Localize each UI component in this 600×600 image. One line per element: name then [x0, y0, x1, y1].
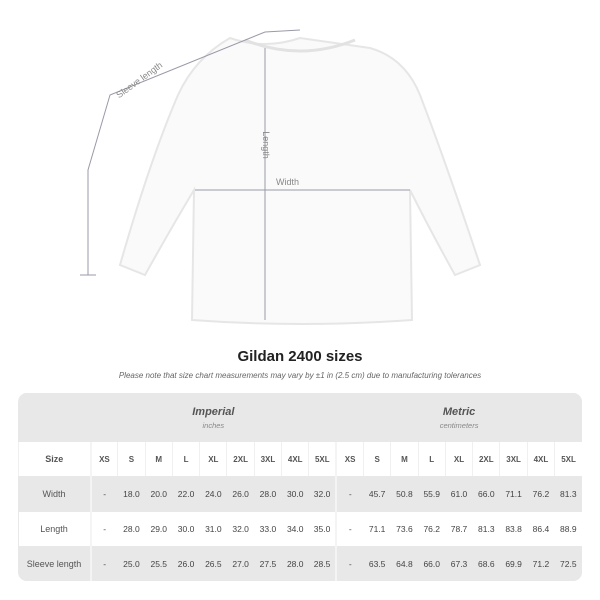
size-metric-4xl: 4XL: [526, 442, 555, 476]
table-cell: 67.3: [445, 546, 473, 581]
table-row-sleeve-length: Sleeve length -25.0 25.5 26.0 26.5 27.0 27.5 28…: [18, 546, 582, 581]
table-cell: 18.0: [117, 476, 146, 512]
table-cell: 20.0: [145, 476, 173, 512]
table-cell: 26.5: [199, 546, 227, 581]
table-cell: -: [90, 546, 118, 581]
table-cell: 28.5: [308, 546, 338, 581]
size-metric-2xl: 2XL: [472, 442, 500, 476]
size-imperial-5xl: 5XL: [308, 442, 338, 476]
table-cell: 86.4: [527, 512, 555, 546]
size-imperial-4xl: 4XL: [281, 442, 309, 476]
table-row-width: Width -18.0 20.0 22.0 24.0 26.0 28.0 30.0 32.0-4…: [18, 476, 582, 512]
size-imperial-xl: XL: [199, 442, 227, 476]
size-header: Size: [18, 442, 92, 476]
long-sleeve-shirt-image: [80, 29, 482, 325]
table-cell: 71.2: [527, 546, 555, 581]
size-chart-subtitle: Please note that size chart measurements…: [118, 371, 482, 380]
size-imperial-l: L: [171, 442, 200, 476]
table-cell: 66.0: [472, 476, 500, 512]
table-cell: 78.7: [445, 512, 473, 546]
table-cell: 63.5: [363, 546, 391, 581]
table-cell: -: [336, 512, 364, 546]
metric-header: Metric centimeters: [336, 393, 582, 442]
imperial-unit: inches: [202, 420, 225, 430]
table-cell: 27.0: [226, 546, 255, 581]
table-cell: 28.0: [254, 476, 282, 512]
table-cell: 26.0: [172, 546, 200, 581]
imperial-label: Imperial: [192, 405, 235, 418]
table-row-length: Length -28.0 29.0 30.0 31.0 32.0 33.0 34.0 35.0-…: [18, 512, 582, 546]
table-cell: 66.0: [418, 546, 446, 581]
unit-header-row: Imperial inches Metric centimeters: [18, 393, 582, 442]
size-imperial-m: M: [144, 442, 173, 476]
size-metric-m: M: [390, 442, 419, 476]
table-cell: 24.0: [199, 476, 227, 512]
size-table: Imperial inches Metric centimeters Size XS…: [18, 393, 582, 581]
row-label: Width: [18, 476, 92, 512]
table-cell: 64.8: [390, 546, 419, 581]
size-metric-3xl: 3XL: [499, 442, 528, 476]
table-cell: 69.9: [499, 546, 528, 581]
table-cell: 29.0: [145, 512, 173, 546]
table-cell: 55.9: [418, 476, 446, 512]
size-imperial-xs: XS: [89, 442, 118, 476]
table-cell: 32.0: [226, 512, 255, 546]
size-metric-xs: XS: [335, 442, 364, 476]
row-label: Sleeve length: [18, 546, 92, 581]
table-cell: 45.7: [363, 476, 391, 512]
size-metric-xl: XL: [444, 442, 473, 476]
table-cell: 30.0: [172, 512, 200, 546]
size-metric-l: L: [417, 442, 446, 476]
table-cell: 68.6: [472, 546, 500, 581]
table-cell: 33.0: [254, 512, 282, 546]
width-label: Width: [276, 177, 300, 187]
table-cell: 30.0: [281, 476, 309, 512]
table-cell: -: [336, 476, 364, 512]
table-cell: 32.0: [308, 476, 338, 512]
table-cell: 72.5: [554, 546, 582, 581]
table-cell: 81.3: [472, 512, 500, 546]
table-cell: 73.6: [390, 512, 419, 546]
row-label: Length: [18, 512, 92, 546]
metric-unit: centimeters: [439, 420, 479, 430]
table-cell: 28.0: [281, 546, 309, 581]
size-header-row: Size XS S M L XL 2XL 3XL 4XL 5XL XS S M L XL 2XL 3XL 4XL…: [18, 442, 582, 476]
table-cell: -: [90, 476, 118, 512]
table-cell: 26.0: [226, 476, 255, 512]
table-cell: 83.8: [499, 512, 528, 546]
table-cell: -: [336, 546, 364, 581]
size-imperial-s: S: [117, 442, 146, 476]
empty-cell: [18, 393, 91, 442]
table-cell: 71.1: [499, 476, 528, 512]
table-cell: 34.0: [281, 512, 309, 546]
table-cell: 25.5: [145, 546, 173, 581]
imperial-header: Imperial inches: [90, 393, 337, 442]
table-cell: 35.0: [308, 512, 338, 546]
table-cell: 88.9: [554, 512, 582, 546]
table-cell: 76.2: [418, 512, 446, 546]
length-label: Length: [260, 131, 271, 159]
size-imperial-2xl: 2XL: [226, 442, 255, 476]
table-cell: 81.3: [554, 476, 582, 512]
table-cell: 61.0: [445, 476, 473, 512]
size-imperial-3xl: 3XL: [253, 442, 282, 476]
size-metric-s: S: [362, 442, 391, 476]
metric-label: Metric: [442, 405, 476, 418]
table-cell: 28.0: [117, 512, 146, 546]
size-chart-title: Gildan 2400 sizes: [237, 348, 363, 365]
table-cell: -: [90, 512, 118, 546]
table-cell: 27.5: [254, 546, 282, 581]
table-cell: 76.2: [527, 476, 555, 512]
table-cell: 71.1: [363, 512, 391, 546]
table-cell: 31.0: [199, 512, 227, 546]
table-cell: 25.0: [117, 546, 146, 581]
size-metric-5xl: 5XL: [554, 442, 582, 476]
table-cell: 22.0: [172, 476, 200, 512]
table-cell: 50.8: [390, 476, 419, 512]
